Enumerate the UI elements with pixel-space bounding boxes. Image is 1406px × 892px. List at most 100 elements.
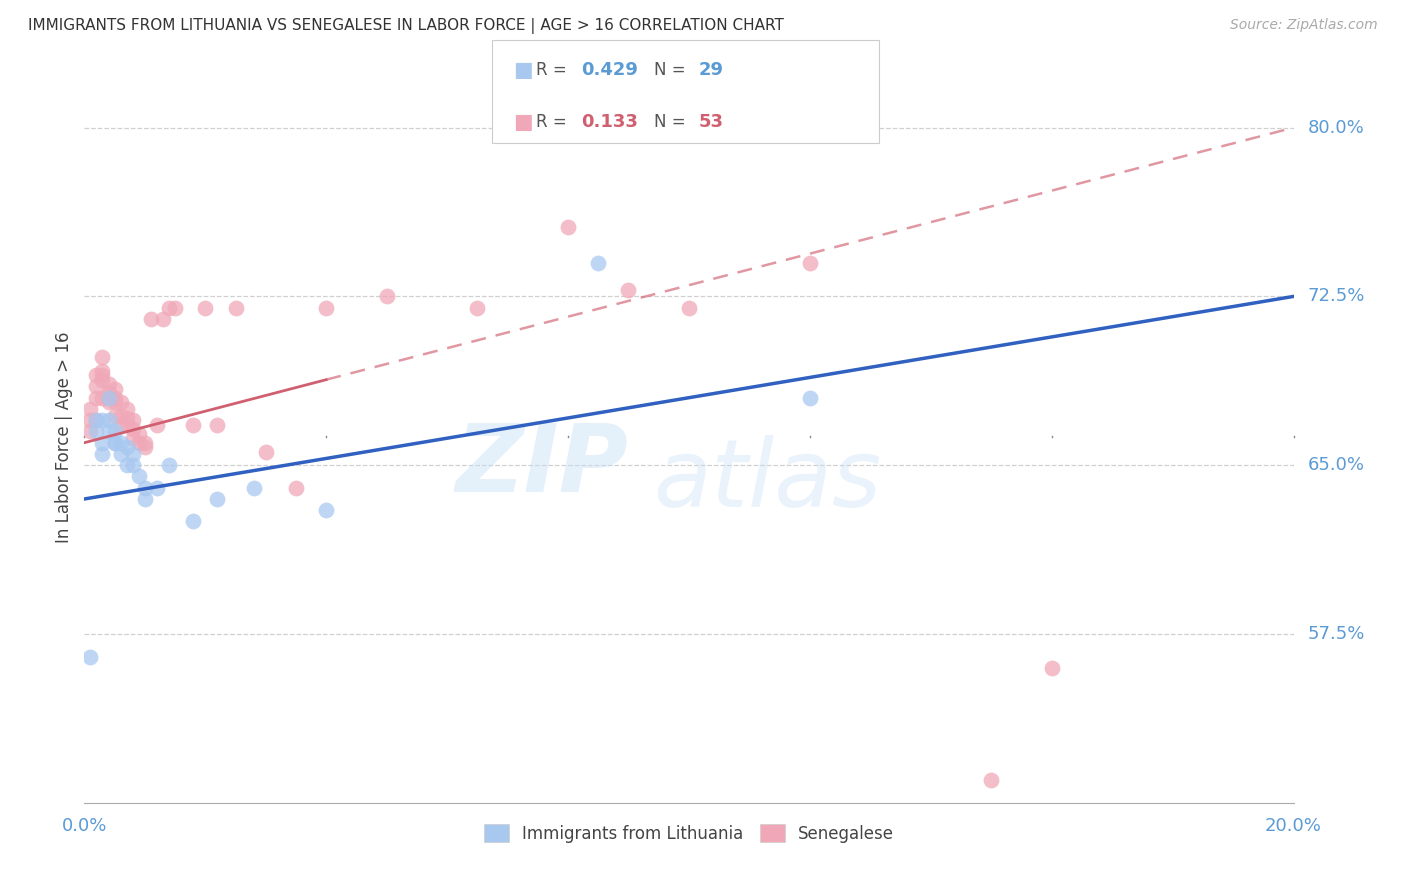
Point bbox=[91, 373, 114, 387]
Point bbox=[678, 301, 700, 315]
Point bbox=[110, 395, 132, 409]
Text: 0.133: 0.133 bbox=[581, 113, 637, 131]
Point bbox=[121, 422, 143, 436]
Point bbox=[104, 395, 127, 409]
Point bbox=[315, 503, 337, 517]
Point bbox=[86, 368, 108, 383]
Point bbox=[91, 368, 114, 383]
Point bbox=[110, 409, 132, 423]
Text: 29: 29 bbox=[699, 61, 724, 78]
Text: 57.5%: 57.5% bbox=[1308, 625, 1365, 643]
Point bbox=[165, 301, 187, 315]
Point bbox=[86, 413, 108, 427]
Y-axis label: In Labor Force | Age > 16: In Labor Force | Age > 16 bbox=[55, 331, 73, 543]
Point bbox=[1040, 661, 1063, 675]
Point bbox=[157, 458, 180, 473]
Text: 72.5%: 72.5% bbox=[1308, 287, 1365, 305]
Point bbox=[97, 377, 120, 392]
Text: 53: 53 bbox=[699, 113, 724, 131]
Point bbox=[97, 391, 120, 405]
Point bbox=[86, 413, 108, 427]
Text: R =: R = bbox=[536, 113, 572, 131]
Point bbox=[97, 425, 120, 439]
Point bbox=[207, 417, 229, 432]
Point bbox=[79, 401, 101, 416]
Point bbox=[104, 409, 127, 423]
Point bbox=[128, 435, 150, 450]
Text: 0.429: 0.429 bbox=[581, 61, 637, 78]
Text: 80.0%: 80.0% bbox=[1308, 119, 1364, 136]
Point bbox=[152, 312, 174, 326]
Point bbox=[115, 417, 138, 432]
Point bbox=[134, 435, 156, 450]
Point bbox=[115, 458, 138, 473]
Point bbox=[121, 458, 143, 473]
Point bbox=[110, 435, 132, 450]
Point bbox=[375, 289, 398, 303]
Text: 20.0%: 20.0% bbox=[1265, 817, 1322, 835]
Point bbox=[104, 425, 127, 439]
Point bbox=[97, 413, 120, 427]
Point bbox=[86, 425, 108, 439]
Point bbox=[97, 395, 120, 409]
Text: 0.0%: 0.0% bbox=[62, 817, 107, 835]
Text: 65.0%: 65.0% bbox=[1308, 456, 1364, 475]
Point bbox=[134, 491, 156, 506]
Text: Source: ZipAtlas.com: Source: ZipAtlas.com bbox=[1230, 18, 1378, 32]
Point bbox=[181, 515, 204, 529]
Point bbox=[980, 773, 1002, 788]
Point bbox=[110, 447, 132, 461]
Point bbox=[134, 481, 156, 495]
Text: atlas: atlas bbox=[652, 435, 882, 526]
Point bbox=[194, 301, 217, 315]
Point bbox=[110, 417, 132, 432]
Point bbox=[799, 391, 821, 405]
Text: ■: ■ bbox=[513, 112, 533, 132]
Point bbox=[115, 440, 138, 454]
Point bbox=[104, 435, 127, 450]
Point bbox=[146, 481, 169, 495]
Point bbox=[617, 283, 640, 297]
Point bbox=[104, 382, 127, 396]
Text: IMMIGRANTS FROM LITHUANIA VS SENEGALESE IN LABOR FORCE | AGE > 16 CORRELATION CH: IMMIGRANTS FROM LITHUANIA VS SENEGALESE … bbox=[28, 18, 785, 34]
Point bbox=[157, 301, 180, 315]
Point bbox=[97, 391, 120, 405]
Point bbox=[146, 417, 169, 432]
Point bbox=[121, 413, 143, 427]
Point bbox=[86, 391, 108, 405]
Point bbox=[139, 312, 162, 326]
Point bbox=[79, 649, 101, 664]
Point bbox=[128, 469, 150, 483]
Point bbox=[181, 417, 204, 432]
Text: R =: R = bbox=[536, 61, 572, 78]
Point bbox=[91, 447, 114, 461]
Point bbox=[115, 401, 138, 416]
Text: N =: N = bbox=[654, 61, 690, 78]
Point bbox=[467, 301, 489, 315]
Point bbox=[225, 301, 247, 315]
Point bbox=[557, 219, 579, 234]
Point bbox=[207, 491, 229, 506]
Point bbox=[86, 379, 108, 393]
Point bbox=[315, 301, 337, 315]
Point bbox=[91, 435, 114, 450]
Point bbox=[128, 426, 150, 441]
Point bbox=[121, 431, 143, 445]
Point bbox=[79, 425, 101, 439]
Point bbox=[91, 350, 114, 364]
Point bbox=[799, 255, 821, 269]
Point bbox=[254, 444, 277, 458]
Text: ZIP: ZIP bbox=[456, 420, 628, 512]
Point bbox=[91, 391, 114, 405]
Text: N =: N = bbox=[654, 113, 690, 131]
Point bbox=[285, 481, 308, 495]
Point bbox=[79, 413, 101, 427]
Legend: Immigrants from Lithuania, Senegalese: Immigrants from Lithuania, Senegalese bbox=[477, 818, 901, 849]
Point bbox=[104, 391, 127, 405]
Point bbox=[97, 386, 120, 401]
Point bbox=[104, 435, 127, 450]
Point bbox=[242, 481, 264, 495]
Text: ■: ■ bbox=[513, 60, 533, 79]
Point bbox=[91, 413, 114, 427]
Point bbox=[91, 364, 114, 378]
